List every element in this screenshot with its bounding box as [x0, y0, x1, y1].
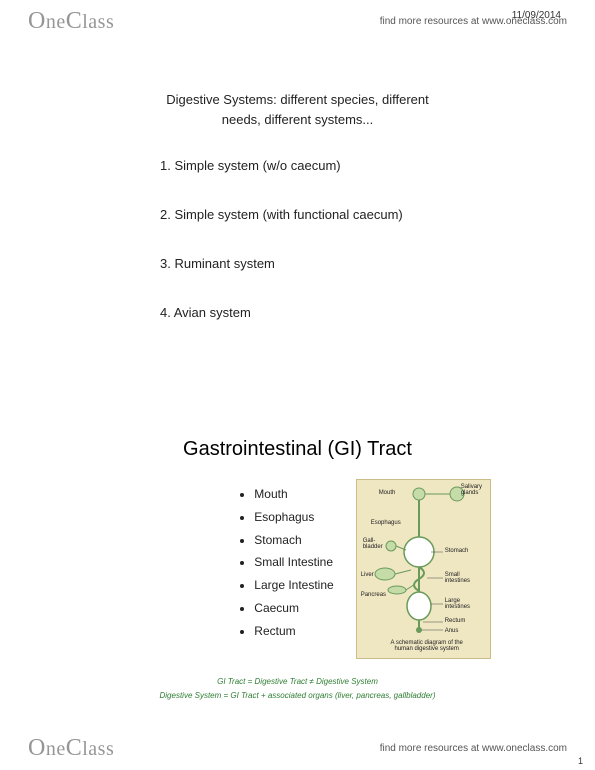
label-gallbladder: Gall- bladder: [363, 538, 383, 550]
oneclass-logo-footer: OneClass: [28, 735, 114, 762]
slide-digestive-systems: Digestive Systems: different species, di…: [0, 90, 595, 129]
slide1-title: Digestive Systems: different species, di…: [0, 90, 595, 129]
logo-letter-c: C: [66, 8, 83, 34]
list-item-2: 2. Simple system (with functional caecum…: [160, 207, 480, 222]
oneclass-logo: OneClass: [28, 8, 114, 35]
slide2-footnotes: GI Tract = Digestive Tract ≠ Digestive S…: [0, 675, 595, 702]
label-pancreas: Pancreas: [361, 592, 386, 598]
resources-link-footer: find more resources at www.oneclass.com: [380, 743, 567, 754]
logo-letter-o: O: [28, 8, 46, 34]
bullet-rectum: Rectum: [254, 620, 333, 643]
label-liver: Liver: [361, 572, 374, 578]
bullet-mouth: Mouth: [254, 483, 333, 506]
logo-rest: lass: [82, 11, 114, 33]
logo-mid: ne: [46, 11, 66, 33]
footnote-2: Digestive System = GI Tract + associated…: [0, 689, 595, 703]
slide1-list: 1. Simple system (w/o caecum) 2. Simple …: [160, 158, 480, 354]
label-anus: Anus: [445, 628, 459, 634]
bullet-caecum: Caecum: [254, 597, 333, 620]
footnote-1: GI Tract = Digestive Tract ≠ Digestive S…: [0, 675, 595, 689]
page-number: 1: [578, 756, 583, 766]
slide-gi-tract: Gastrointestinal (GI) Tract Mouth Esopha…: [0, 438, 595, 702]
label-caption: A schematic diagram of the human digesti…: [377, 640, 477, 652]
label-rectum: Rectum: [445, 618, 466, 624]
list-item-1: 1. Simple system (w/o caecum): [160, 158, 480, 173]
logo-f-o: O: [28, 735, 46, 761]
label-mouth: Mouth: [379, 490, 396, 496]
page-header: OneClass find more resources at www.onec…: [0, 8, 595, 35]
slide1-title-line2: needs, different systems...: [222, 112, 374, 127]
label-large-int: Large intestines: [445, 598, 470, 610]
bullet-small-intestine: Small Intestine: [254, 551, 333, 574]
slide2-title: Gastrointestinal (GI) Tract: [0, 438, 595, 461]
slide1-title-line1: Digestive Systems: different species, di…: [166, 92, 429, 107]
bullet-stomach: Stomach: [254, 529, 333, 552]
page-footer: OneClass find more resources at www.onec…: [0, 735, 595, 762]
logo-f-mid: ne: [46, 738, 66, 760]
label-salivary: Salivary glands: [461, 484, 482, 496]
label-esophagus: Esophagus: [371, 520, 401, 526]
gi-bullet-list: Mouth Esophagus Stomach Small Intestine …: [144, 483, 333, 643]
logo-f-c: C: [66, 735, 83, 761]
slide2-body: Mouth Esophagus Stomach Small Intestine …: [0, 479, 595, 659]
label-stomach: Stomach: [445, 548, 469, 554]
list-item-3: 3. Ruminant system: [160, 256, 480, 271]
logo-f-rest: lass: [82, 738, 114, 760]
date-stamp: 11/09/2014: [512, 10, 561, 21]
list-item-4: 4. Avian system: [160, 305, 480, 320]
bullet-large-intestine: Large Intestine: [254, 574, 333, 597]
bullet-esophagus: Esophagus: [254, 506, 333, 529]
label-small-int: Small intestines: [445, 572, 470, 584]
gi-svg: [357, 480, 492, 660]
gi-tract-diagram: Mouth Salivary glands Esophagus Gall- bl…: [356, 479, 491, 659]
